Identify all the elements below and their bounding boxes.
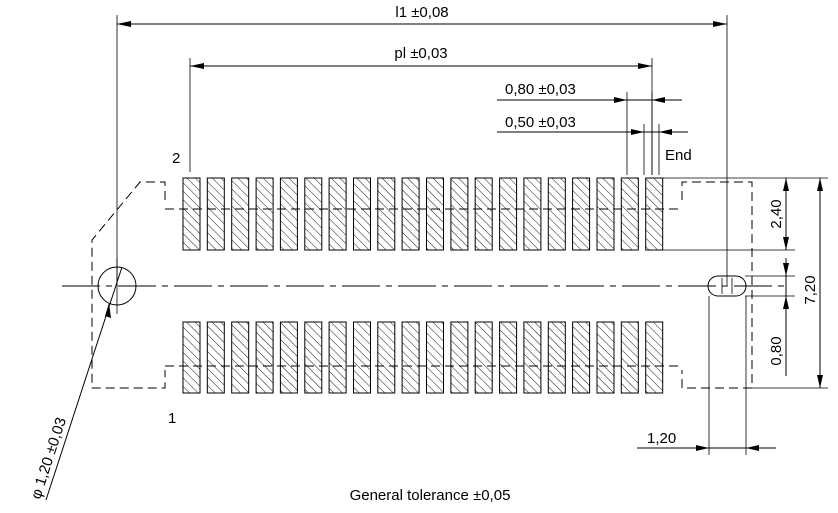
pad xyxy=(182,177,201,251)
pad xyxy=(279,177,298,251)
arrow xyxy=(659,129,672,135)
pad-row-top xyxy=(182,177,664,251)
pad xyxy=(547,177,566,251)
arrow xyxy=(746,445,759,451)
dimension-slot-width: 1,20 xyxy=(637,430,776,451)
pad xyxy=(572,177,591,251)
outline-right xyxy=(681,181,753,389)
pad xyxy=(547,321,566,394)
pitch-label: 0,80 ±0,03 xyxy=(505,81,576,98)
arrow-right xyxy=(713,21,727,27)
outline-left xyxy=(91,181,166,389)
pad xyxy=(353,321,371,394)
pad xyxy=(474,177,493,251)
arrow-left xyxy=(117,21,131,27)
pad xyxy=(450,177,469,251)
pad xyxy=(596,177,615,251)
height-720-label: 7,20 xyxy=(802,275,819,304)
pad xyxy=(377,177,396,251)
arrow xyxy=(631,129,644,135)
round-hole xyxy=(97,258,137,314)
width-label: 0,50 ±0,03 xyxy=(505,114,576,131)
arrow xyxy=(783,263,789,276)
pad xyxy=(474,321,493,394)
pl-label: pl ±0,03 xyxy=(394,45,447,62)
arrow xyxy=(783,178,789,191)
end-label: End xyxy=(665,147,692,164)
pad xyxy=(206,321,225,394)
pad xyxy=(645,321,664,394)
arrow xyxy=(652,97,665,103)
pad xyxy=(620,177,639,251)
body-outline-dashed xyxy=(91,181,753,389)
pad xyxy=(353,177,371,251)
pad xyxy=(328,177,347,251)
pad xyxy=(499,321,518,394)
arrow xyxy=(817,375,823,388)
arrow xyxy=(696,445,709,451)
pin-2-label: 2 xyxy=(172,150,180,167)
slot-label: 1,20 xyxy=(647,430,676,447)
pad xyxy=(279,321,298,394)
arrow xyxy=(614,97,627,103)
pad xyxy=(572,321,591,394)
pad xyxy=(620,321,639,394)
pad xyxy=(304,177,323,251)
arrow-left xyxy=(190,63,204,69)
pad xyxy=(523,321,542,394)
pad xyxy=(450,321,469,394)
arrow xyxy=(783,237,789,250)
pad xyxy=(401,321,420,394)
pad xyxy=(328,321,347,394)
pin-1-label: 1 xyxy=(168,410,176,427)
pad xyxy=(499,177,518,251)
l1-label: l1 ±0,08 xyxy=(395,4,448,21)
pad-row-bottom xyxy=(182,321,664,394)
arrow xyxy=(783,296,789,309)
pad xyxy=(645,177,664,251)
gap-080-label: 0,80 xyxy=(768,336,785,365)
pad xyxy=(596,321,615,394)
pad xyxy=(255,177,274,251)
hole-diameter-label: φ 1,20 ±0,03 xyxy=(28,415,70,501)
dimension-pad-width: 0,50 ±0,03 End xyxy=(497,114,692,175)
pad xyxy=(377,321,396,394)
slot-hole xyxy=(707,275,747,455)
pad xyxy=(206,177,225,251)
pad xyxy=(426,177,444,251)
pad xyxy=(231,321,250,394)
pad xyxy=(231,177,250,251)
slot-outline xyxy=(707,275,747,297)
pad xyxy=(255,321,274,394)
general-tolerance-note: General tolerance ±0,05 xyxy=(350,487,511,504)
arrow xyxy=(817,178,823,191)
dimension-l1: l1 ±0,08 xyxy=(116,4,728,285)
pad xyxy=(304,321,323,394)
height-240-label: 2,40 xyxy=(768,199,785,228)
pad xyxy=(523,177,542,251)
pad xyxy=(182,321,201,394)
arrow xyxy=(105,303,111,318)
dimension-pitch: 0,80 ±0,03 xyxy=(497,81,682,175)
arrow-right xyxy=(638,63,652,69)
right-vertical-dimensions: 2,40 0,80 7,20 xyxy=(662,177,828,389)
pad xyxy=(426,321,444,394)
dimension-pl: pl ±0,03 xyxy=(189,45,653,175)
diameter-leader-line xyxy=(45,266,123,501)
pad xyxy=(401,177,420,251)
